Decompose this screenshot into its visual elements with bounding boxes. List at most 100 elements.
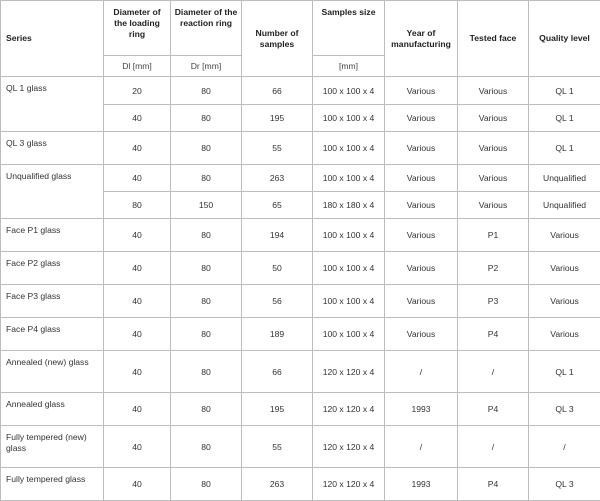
- samples-size-cell: 180 x 180 x 4: [313, 192, 385, 219]
- reaction-ring-cell: 80: [171, 351, 242, 393]
- samples-size-cell: 100 x 100 x 4: [313, 165, 385, 192]
- series-cell: Annealed glass: [1, 393, 104, 426]
- samples-size-cell: 120 x 120 x 4: [313, 393, 385, 426]
- tested-face-cell: Various: [458, 105, 529, 132]
- year-cell: Various: [385, 105, 458, 132]
- quality-level-cell: QL 1: [529, 132, 600, 165]
- header-tested-face: Tested face: [458, 1, 529, 77]
- year-cell: 1993: [385, 393, 458, 426]
- tested-face-cell: /: [458, 351, 529, 393]
- loading-ring-cell: 80: [104, 192, 171, 219]
- samples-count-cell: 66: [242, 351, 313, 393]
- quality-level-cell: Various: [529, 219, 600, 252]
- reaction-ring-cell: 80: [171, 252, 242, 285]
- samples-count-cell: 263: [242, 468, 313, 501]
- loading-ring-cell: 40: [104, 165, 171, 192]
- samples-count-cell: 66: [242, 77, 313, 105]
- quality-level-cell: QL 3: [529, 468, 600, 501]
- samples-size-cell: 100 x 100 x 4: [313, 77, 385, 105]
- tested-face-cell: P4: [458, 393, 529, 426]
- loading-ring-cell: 40: [104, 252, 171, 285]
- reaction-ring-cell: 80: [171, 105, 242, 132]
- samples-size-cell: 100 x 100 x 4: [313, 105, 385, 132]
- header-series: Series: [1, 1, 104, 77]
- loading-ring-cell: 40: [104, 105, 171, 132]
- loading-ring-cell: 40: [104, 351, 171, 393]
- reaction-ring-cell: 80: [171, 468, 242, 501]
- quality-level-cell: /: [529, 426, 600, 468]
- quality-level-cell: QL 1: [529, 77, 600, 105]
- reaction-ring-cell: 80: [171, 393, 242, 426]
- year-cell: 1993: [385, 468, 458, 501]
- tested-face-cell: Various: [458, 165, 529, 192]
- year-cell: /: [385, 351, 458, 393]
- reaction-ring-cell: 80: [171, 219, 242, 252]
- samples-size-cell: 120 x 120 x 4: [313, 426, 385, 468]
- loading-ring-cell: 40: [104, 132, 171, 165]
- series-cell: Fully tempered glass: [1, 468, 104, 501]
- quality-level-cell: Unqualified: [529, 192, 600, 219]
- samples-count-cell: 195: [242, 393, 313, 426]
- reaction-ring-cell: 80: [171, 132, 242, 165]
- loading-ring-cell: 40: [104, 219, 171, 252]
- quality-level-cell: Unqualified: [529, 165, 600, 192]
- quality-level-cell: Various: [529, 252, 600, 285]
- series-cell: Annealed (new) glass: [1, 351, 104, 393]
- samples-count-cell: 189: [242, 318, 313, 351]
- header-number-of-samples: Number of samples: [242, 1, 313, 77]
- samples-count-cell: 55: [242, 426, 313, 468]
- series-cell: Face P1 glass: [1, 219, 104, 252]
- samples-size-cell: 100 x 100 x 4: [313, 132, 385, 165]
- series-cell: QL 3 glass: [1, 132, 104, 165]
- tested-face-cell: Various: [458, 77, 529, 105]
- reaction-ring-cell: 80: [171, 77, 242, 105]
- loading-ring-cell: 40: [104, 468, 171, 501]
- reaction-ring-cell: 150: [171, 192, 242, 219]
- header-reaction-ring: Diameter of the reaction ring: [171, 1, 242, 56]
- tested-face-cell: Various: [458, 192, 529, 219]
- year-cell: Various: [385, 219, 458, 252]
- samples-count-cell: 65: [242, 192, 313, 219]
- unit-samples-size: [mm]: [313, 56, 385, 77]
- samples-count-cell: 55: [242, 132, 313, 165]
- year-cell: Various: [385, 132, 458, 165]
- series-cell: Unqualified glass: [1, 165, 104, 219]
- samples-size-cell: 100 x 100 x 4: [313, 285, 385, 318]
- samples-count-cell: 56: [242, 285, 313, 318]
- tested-face-cell: P1: [458, 219, 529, 252]
- year-cell: Various: [385, 252, 458, 285]
- loading-ring-cell: 40: [104, 426, 171, 468]
- quality-level-cell: Various: [529, 318, 600, 351]
- tested-face-cell: Various: [458, 132, 529, 165]
- loading-ring-cell: 20: [104, 77, 171, 105]
- tested-face-cell: P2: [458, 252, 529, 285]
- series-cell: Face P3 glass: [1, 285, 104, 318]
- unit-loading-ring: Dl [mm]: [104, 56, 171, 77]
- series-cell: Fully tempered (new) glass: [1, 426, 104, 468]
- quality-level-cell: QL 1: [529, 105, 600, 132]
- header-samples-size: Samples size: [313, 1, 385, 56]
- samples-size-cell: 100 x 100 x 4: [313, 219, 385, 252]
- reaction-ring-cell: 80: [171, 285, 242, 318]
- year-cell: Various: [385, 192, 458, 219]
- loading-ring-cell: 40: [104, 393, 171, 426]
- reaction-ring-cell: 80: [171, 318, 242, 351]
- samples-size-cell: 120 x 120 x 4: [313, 468, 385, 501]
- header-quality-level: Quality level: [529, 1, 600, 77]
- samples-size-cell: 100 x 100 x 4: [313, 318, 385, 351]
- year-cell: Various: [385, 318, 458, 351]
- year-cell: Various: [385, 285, 458, 318]
- year-cell: Various: [385, 77, 458, 105]
- loading-ring-cell: 40: [104, 318, 171, 351]
- year-cell: /: [385, 426, 458, 468]
